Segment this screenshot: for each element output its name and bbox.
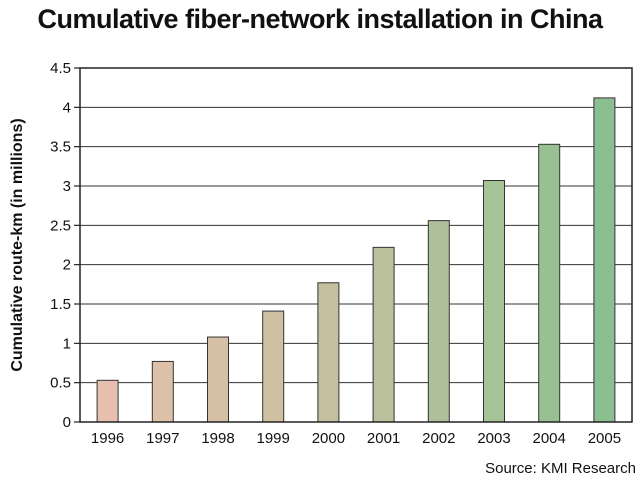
x-tick-labels: 1996 1997 1998 1999 2000 2001 2002 2003 2004 2005 bbox=[91, 430, 621, 447]
x-tick-label: 1997 bbox=[146, 430, 179, 447]
x-tick-label: 2004 bbox=[533, 430, 566, 447]
x-tick-label: 2001 bbox=[367, 430, 400, 447]
bar-2001 bbox=[372, 246, 395, 423]
x-tick-label: 2000 bbox=[312, 430, 345, 447]
bars bbox=[96, 97, 616, 423]
bar-1997 bbox=[151, 360, 174, 423]
bar-2002 bbox=[427, 220, 450, 423]
bar-1999 bbox=[262, 310, 285, 423]
x-tick-label: 2002 bbox=[422, 430, 455, 447]
y-tick-label: 3 bbox=[63, 178, 71, 195]
y-tick-labels: 0 0.5 1 1.5 2 2.5 3 3.5 4 4.5 bbox=[50, 60, 80, 431]
source-note: Source: KMI Research bbox=[485, 460, 636, 477]
y-tick-label: 1.5 bbox=[50, 296, 71, 313]
x-tick-label: 1998 bbox=[201, 430, 234, 447]
x-tick-label: 1999 bbox=[257, 430, 290, 447]
y-tick-label: 3.5 bbox=[50, 139, 71, 156]
y-tick-label: 1 bbox=[63, 335, 71, 352]
bar-2003 bbox=[483, 179, 505, 423]
y-tick-label: 0.5 bbox=[50, 375, 71, 392]
y-tick-label: 2.5 bbox=[50, 217, 71, 234]
x-tick-label: 1996 bbox=[91, 430, 124, 447]
x-tick-label: 2003 bbox=[477, 430, 510, 447]
bar-1998 bbox=[207, 336, 229, 423]
y-tick-label: 4 bbox=[63, 99, 71, 116]
y-tick-label: 4.5 bbox=[50, 60, 71, 77]
bar-2005 bbox=[593, 97, 616, 423]
bar-2000 bbox=[317, 282, 340, 423]
y-tick-label: 2 bbox=[63, 257, 71, 274]
plot-frame bbox=[79, 67, 633, 423]
bar-2004 bbox=[538, 143, 561, 423]
chart-title: Cumulative fiber-network installation in… bbox=[37, 4, 603, 34]
x-tick-label: 2005 bbox=[588, 430, 621, 447]
bar-1996 bbox=[96, 379, 119, 423]
y-tick-label: 0 bbox=[63, 414, 71, 431]
y-axis-label: Cumulative route-km (in millions) bbox=[9, 118, 26, 371]
